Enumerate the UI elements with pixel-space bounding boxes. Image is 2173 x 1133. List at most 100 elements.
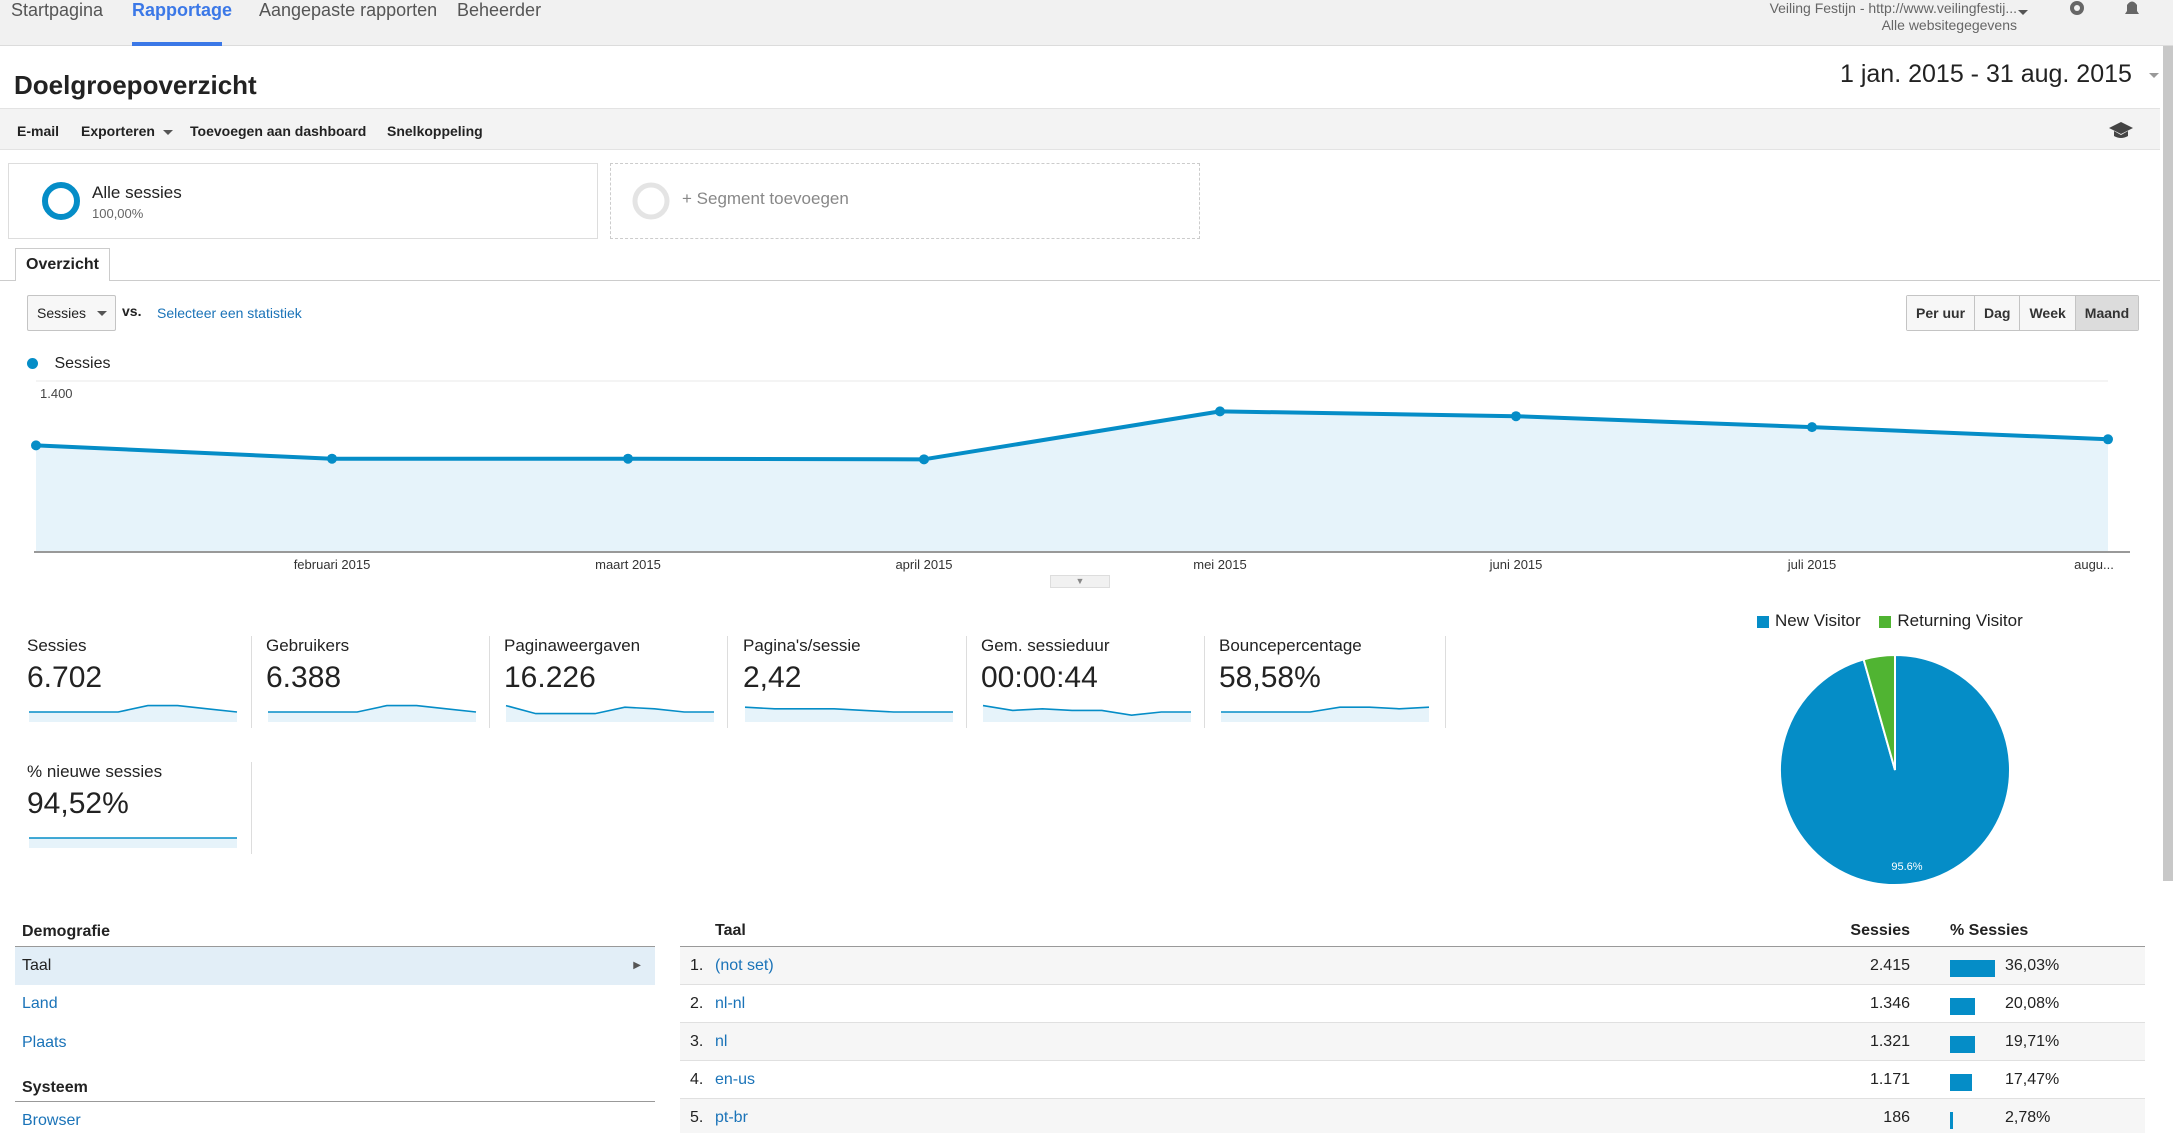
row-language-link[interactable]: nl-nl (715, 995, 746, 1012)
granularity-maand[interactable]: Maand (2074, 296, 2139, 330)
row-rank: 5. (690, 1109, 704, 1126)
sparkline-line (1221, 706, 1430, 713)
card-divider (489, 636, 490, 728)
nav-tab-rapportage[interactable]: Rapportage (132, 0, 232, 46)
sparkline-line (268, 704, 477, 713)
chevron-right-icon: ▶ (633, 960, 641, 971)
granularity-per-uur[interactable]: Per uur (1907, 296, 1975, 330)
date-range-selector[interactable]: 1 jan. 2015 - 31 aug. 2015 (1840, 60, 2159, 89)
column-header-taal[interactable]: Taal (715, 922, 746, 939)
x-tick-label: juni 2015 (1489, 557, 1543, 572)
segment-name: Alle sessies (92, 183, 182, 202)
sparkline-line (744, 706, 953, 713)
data-point[interactable] (623, 453, 633, 464)
account-selector[interactable]: Veiling Festijn - http://www.veilingfest… (1770, 0, 2017, 34)
row-rank: 3. (690, 1033, 704, 1050)
legend-sessies: Sessies (54, 355, 111, 372)
column-header-sessies[interactable]: Sessies (1850, 922, 1910, 939)
chevron-down-icon[interactable] (2148, 60, 2159, 88)
export-button[interactable]: Exporteren (81, 123, 173, 139)
tab-overzicht[interactable]: Overzicht (15, 248, 110, 281)
pie-legend: New Visitor Returning Visitor (1757, 611, 2023, 631)
legend-swatch-returning (1879, 615, 1892, 628)
sparkline-fill (29, 838, 237, 848)
shortcut-button[interactable]: Snelkoppeling (387, 123, 483, 139)
report-toolbar: E-mail Exporteren Toevoegen aan dashboar… (0, 108, 2160, 150)
x-tick-label: april 2015 (895, 557, 952, 572)
row-language-link[interactable]: en-us (715, 1071, 756, 1088)
sparkline-fill (983, 705, 1191, 722)
table-row: 1. (not set) 2.415 36,03% (680, 947, 2145, 985)
sparkline-line (505, 704, 714, 715)
data-point[interactable] (1215, 406, 1225, 417)
pie-slice-returning-visitor[interactable] (1862, 653, 1896, 771)
nav-tab-aangepaste-rapporten[interactable]: Aangepaste rapporten (259, 0, 438, 20)
nav-tab-beheerder[interactable]: Beheerder (457, 0, 542, 20)
sparkline-fill (268, 705, 476, 722)
date-separator: - (1970, 60, 1979, 88)
scorecard-value: 2,42 (743, 661, 802, 694)
segment-all-sessions[interactable]: Alle sessies 100,00% (8, 163, 598, 239)
data-point[interactable] (31, 440, 41, 451)
data-point[interactable] (1511, 411, 1521, 422)
dimension-browser[interactable]: Browser (22, 1112, 81, 1129)
graduation-cap-icon[interactable] (2108, 121, 2134, 144)
dimension-land[interactable]: Land (22, 995, 58, 1012)
legend-returning-visitor: Returning Visitor (1897, 611, 2023, 630)
segment-ring-icon (41, 181, 81, 226)
column-header-pct-sessies[interactable]: % Sessies (1950, 922, 2029, 939)
scorecard-value: 16.226 (504, 661, 596, 694)
row-language-link[interactable]: pt-br (715, 1109, 748, 1126)
bell-icon[interactable] (2121, 0, 2147, 20)
email-button[interactable]: E-mail (17, 123, 60, 139)
data-point[interactable] (2103, 434, 2113, 445)
table-row: 2. nl-nl 1.346 20,08% (680, 985, 2145, 1023)
gear-icon[interactable] (2066, 0, 2092, 20)
account-dropdown-icon[interactable] (2018, 4, 2028, 22)
scorecard-value: 58,58% (1219, 661, 1321, 694)
area-fill (36, 411, 2108, 551)
metric-select[interactable]: Sessies (27, 295, 116, 331)
date-start: 1 jan. 2015 (1840, 60, 1964, 88)
scorecard-value: 6.702 (27, 661, 103, 694)
table-row: 5. pt-br 186 2,78% (680, 1099, 2145, 1133)
card-divider (727, 636, 728, 728)
chart-resize-handle[interactable]: ▼ (1050, 575, 1110, 588)
date-end: 31 aug. 2015 (1985, 60, 2132, 88)
scorecard-label: % nieuwe sessies (27, 762, 163, 781)
row-percentage-bar (1950, 1036, 1975, 1053)
data-point[interactable] (1807, 422, 1817, 433)
card-divider (251, 762, 252, 854)
vertical-scrollbar[interactable] (2163, 46, 2173, 881)
segment-empty-ring-icon (631, 181, 671, 226)
sparkline (982, 704, 1191, 722)
row-percentage: 2,78% (2005, 1109, 2051, 1126)
add-segment-label: + Segment toevoegen (682, 189, 849, 208)
granularity-dag[interactable]: Dag (1974, 296, 2020, 330)
data-point[interactable] (327, 453, 337, 464)
granularity-week[interactable]: Week (2019, 296, 2075, 330)
card-divider (251, 636, 252, 728)
dimension-plaats[interactable]: Plaats (22, 1034, 67, 1051)
section-divider (15, 1101, 655, 1102)
chart-legend: Sessies (27, 355, 110, 373)
row-percentage: 19,71% (2005, 1033, 2060, 1050)
row-rank: 1. (690, 957, 704, 974)
row-language-link[interactable]: nl (715, 1033, 728, 1050)
dimension-taal[interactable]: Taal ▶ (15, 947, 655, 985)
row-percentage-bar (1950, 1074, 1972, 1091)
scorecard-label: Gebruikers (266, 636, 350, 655)
row-sessions: 1.321 (1869, 1033, 1910, 1050)
sparkline-line (29, 704, 238, 713)
visitor-type-pie-chart: 95.6% (1779, 653, 2011, 886)
nav-tab-startpagina[interactable]: Startpagina (11, 0, 104, 20)
add-segment-button[interactable]: + Segment toevoegen (610, 163, 1200, 239)
select-statistic-link[interactable]: Selecteer een statistiek (157, 305, 302, 321)
add-to-dashboard-button[interactable]: Toevoegen aan dashboard (190, 123, 367, 139)
row-percentage: 36,03% (2005, 957, 2060, 974)
row-language-link[interactable]: (not set) (715, 957, 774, 974)
row-percentage: 17,47% (2005, 1071, 2060, 1088)
row-rank: 2. (690, 995, 704, 1012)
data-point[interactable] (919, 454, 929, 465)
